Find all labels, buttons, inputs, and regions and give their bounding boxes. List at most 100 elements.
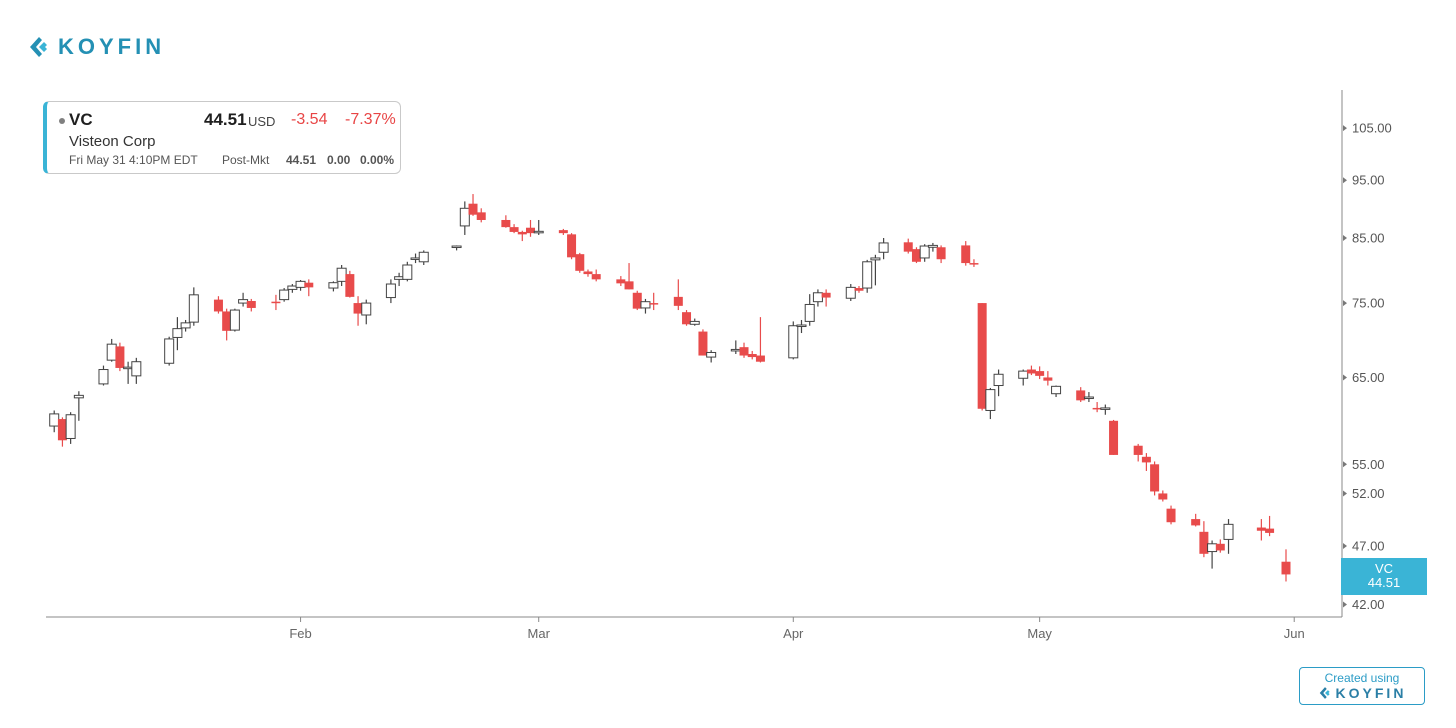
candle — [533, 219, 544, 235]
candle — [517, 230, 527, 242]
candle-body — [1191, 519, 1201, 526]
candle — [229, 308, 240, 332]
candle — [1215, 539, 1225, 553]
candle-body — [854, 288, 864, 291]
y-tick-mark — [1343, 543, 1347, 550]
last-price-ticker: VC — [1375, 561, 1393, 576]
x-tick-label: Feb — [289, 626, 311, 641]
candle — [985, 387, 996, 420]
candle-body — [526, 227, 536, 234]
candle — [509, 224, 519, 234]
created-using-koyfin-badge[interactable]: Created using KOYFIN — [1299, 667, 1425, 705]
candle-body — [1043, 377, 1053, 381]
candle-body — [1076, 390, 1086, 401]
candle-body — [804, 303, 815, 322]
candle-body — [1207, 543, 1218, 553]
candle — [993, 369, 1004, 397]
y-tick-label: 85.00 — [1352, 231, 1385, 246]
koyfin-logo: KOYFIN — [28, 34, 165, 60]
candle-body — [591, 274, 601, 280]
candle — [115, 342, 125, 372]
candle — [870, 254, 881, 286]
candle-body — [213, 299, 223, 312]
price-change-pct: -7.37% — [345, 111, 396, 128]
candle — [854, 286, 864, 293]
candle-body — [1100, 407, 1111, 410]
candle — [1035, 366, 1045, 380]
candle — [903, 238, 913, 254]
y-tick-label: 105.00 — [1352, 121, 1392, 136]
candle — [961, 241, 971, 266]
candle — [673, 279, 683, 311]
candle-body — [468, 203, 478, 215]
candle — [706, 350, 717, 363]
candle-body — [295, 280, 306, 288]
candle — [755, 317, 765, 363]
candle-body — [57, 419, 67, 441]
candle-body — [476, 212, 486, 220]
candle-body — [336, 267, 347, 282]
candle — [730, 340, 741, 355]
candle — [616, 276, 626, 287]
candle — [131, 357, 142, 384]
candle — [1256, 519, 1266, 541]
koyfin-badge-icon — [1319, 687, 1330, 699]
candle-body — [739, 347, 749, 356]
candle-body — [1133, 445, 1143, 455]
candle-body — [328, 282, 339, 289]
y-axis-ticks: 105.00 95.00 85.00 75.00 65.00 55.00 52.00 47.0… — [1343, 121, 1392, 612]
candle-body — [862, 261, 873, 289]
candle-body — [919, 245, 930, 259]
candle — [295, 280, 306, 291]
candle — [180, 319, 191, 332]
candle-body — [1026, 369, 1036, 374]
candle-body — [394, 276, 405, 280]
candle — [1026, 365, 1036, 376]
candle-body — [279, 289, 290, 301]
y-tick-mark — [1343, 461, 1347, 468]
candle-body — [969, 263, 979, 265]
quote-date: Fri May 31 4:10PM EDT — [69, 153, 198, 167]
candle-body — [98, 369, 109, 385]
y-tick-mark — [1343, 374, 1347, 381]
candle — [747, 350, 757, 360]
candle-body — [706, 351, 717, 358]
candle — [640, 298, 651, 314]
candle — [459, 201, 470, 235]
y-tick-label: 55.00 — [1352, 457, 1385, 472]
candle-body — [304, 282, 314, 288]
candle — [238, 292, 249, 307]
candle-body — [238, 299, 249, 304]
candle — [98, 365, 109, 386]
candle-body — [558, 230, 568, 234]
candle — [812, 289, 823, 307]
chart-axes — [46, 90, 1343, 618]
candle-body — [583, 271, 593, 275]
y-tick-label: 75.00 — [1352, 296, 1385, 311]
candle-body — [567, 234, 577, 258]
candle-body — [402, 264, 413, 280]
candle — [451, 245, 462, 251]
candle-body — [49, 413, 60, 427]
candle-body — [961, 245, 971, 264]
candle — [394, 272, 405, 287]
candle-body — [418, 251, 429, 263]
candle — [222, 308, 232, 341]
candle — [1051, 385, 1062, 398]
candle — [188, 287, 199, 326]
candle-body — [1018, 370, 1029, 379]
candle-body — [1281, 561, 1291, 575]
y-tick-mark — [1343, 490, 1347, 497]
candle — [624, 263, 634, 290]
candle-body — [1256, 527, 1266, 531]
candle — [164, 336, 175, 366]
candle — [476, 208, 486, 223]
candle — [1092, 402, 1102, 413]
currency: USD — [248, 114, 276, 129]
candle — [279, 288, 290, 302]
ticker-symbol: VC — [69, 110, 93, 129]
candle — [1150, 461, 1160, 496]
x-axis-ticks: Feb Mar Apr May Jun — [289, 617, 1305, 641]
candle — [682, 310, 692, 326]
